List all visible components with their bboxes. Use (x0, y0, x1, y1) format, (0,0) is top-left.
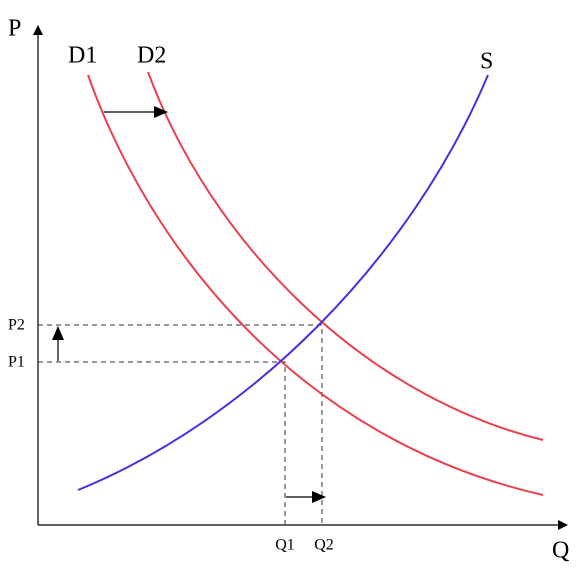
x-axis-label: Q (552, 538, 569, 564)
supply-curve (77, 74, 489, 491)
q1-label: Q1 (275, 537, 295, 554)
d1-label: D1 (68, 43, 97, 69)
q2-label: Q2 (314, 537, 334, 554)
p2-q2-guide (38, 324, 323, 525)
p1-q1-guide (38, 361, 286, 525)
demand-curve-d2 (147, 71, 544, 441)
p1-label: P1 (8, 354, 25, 371)
y-axis-label: P (8, 16, 21, 42)
demand-curve-d1 (87, 74, 544, 496)
p2-label: P2 (8, 317, 25, 334)
s-label: S (480, 49, 493, 75)
d2-label: D2 (137, 43, 166, 69)
